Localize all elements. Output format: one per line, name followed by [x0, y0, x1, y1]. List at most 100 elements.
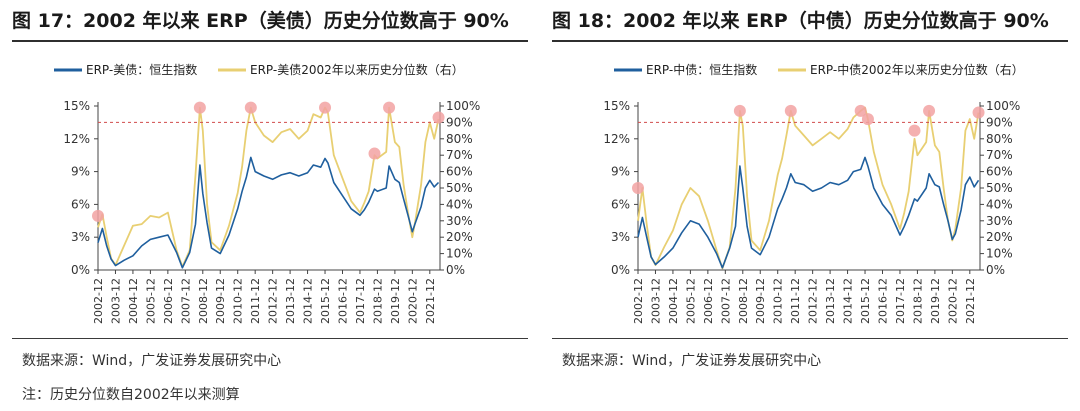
legend-label: ERP-中债：恒生指数 — [646, 62, 757, 77]
y-tick-label-left: 12% — [603, 132, 630, 146]
high-percentile-marker — [319, 101, 332, 114]
footnote: 注：历史分位数自2002年以来测算 — [22, 387, 240, 403]
high-percentile-marker — [432, 111, 445, 124]
chart-panel-fig18: 图 18：2002 年以来 ERP（中债）历史分位数高于 90% ERP-中债：… — [552, 0, 1072, 360]
y-tick-label-left: 6% — [611, 197, 630, 211]
x-tick-label: 2003-12 — [109, 278, 122, 324]
x-tick-label: 2013-12 — [824, 278, 837, 324]
y-tick-label-right: 90% — [446, 115, 473, 129]
x-tick-label: 2007-12 — [719, 278, 732, 324]
x-tick-label: 2003-12 — [649, 278, 662, 324]
y-tick-label-right: 20% — [446, 230, 473, 244]
high-percentile-marker — [92, 209, 104, 222]
x-tick-label: 2021-12 — [964, 278, 977, 324]
y-tick-label-right: 80% — [986, 132, 1013, 146]
source-note: 数据来源：Wind，广发证券发展研究中心 — [22, 353, 282, 369]
x-tick-label: 2005-12 — [144, 278, 157, 324]
high-percentile-marker — [383, 101, 396, 114]
percentile-series-line — [637, 106, 980, 270]
chart-title: 图 17：2002 年以来 ERP（美债）历史分位数高于 90% — [12, 10, 509, 32]
x-tick-label: 2011-12 — [249, 278, 262, 324]
y-tick-label-left: 12% — [63, 132, 90, 146]
x-tick-label: 2014-12 — [302, 278, 315, 324]
high-percentile-marker — [908, 124, 921, 137]
x-tick-label: 2004-12 — [667, 278, 680, 324]
legend-label: ERP-美债2002年以来历史分位数（右） — [250, 62, 464, 77]
y-tick-label-right: 100% — [446, 99, 480, 113]
x-tick-label: 2015-12 — [319, 278, 332, 324]
x-tick-label: 2008-12 — [197, 278, 210, 324]
y-tick-label-right: 0% — [446, 263, 465, 277]
x-tick-label: 2007-12 — [179, 278, 192, 324]
legend-label: ERP-中债2002年以来历史分位数（右） — [810, 62, 1024, 77]
bottom-divider — [552, 338, 1068, 339]
x-tick-label: 2012-12 — [807, 278, 820, 324]
legend: ERP-中债：恒生指数 ERP-中债2002年以来历史分位数（右） — [614, 62, 1024, 77]
high-percentile-marker — [632, 182, 644, 194]
x-tick-label: 2006-12 — [702, 278, 715, 324]
high-percentile-marker — [861, 113, 874, 126]
legend-label: ERP-美债：恒生指数 — [86, 62, 197, 77]
chart-fig17: ERP-美债：恒生指数 ERP-美债2002年以来历史分位数（右） 0% 3% 6% 9%… — [54, 62, 480, 324]
x-tick-label: 2020-12 — [406, 278, 419, 324]
x-tick-label: 2009-12 — [754, 278, 767, 324]
title-divider — [552, 40, 1068, 42]
x-tick-label: 2014-12 — [842, 278, 855, 324]
y-tick-label-left: 15% — [63, 99, 90, 113]
y-tick-label-left: 0% — [611, 263, 630, 277]
x-tick-label: 2002-12 — [632, 278, 645, 324]
y-tick-label-right: 100% — [986, 99, 1020, 113]
x-tick-label: 2005-12 — [684, 278, 697, 324]
x-tick-label: 2004-12 — [127, 278, 140, 324]
erp-series-line — [97, 156, 440, 269]
x-tick-label: 2016-12 — [336, 278, 349, 324]
y-tick-label-right: 60% — [986, 165, 1013, 179]
legend: ERP-美债：恒生指数 ERP-美债2002年以来历史分位数（右） — [54, 62, 464, 77]
x-tick-label: 2020-12 — [946, 278, 959, 324]
y-tick-label-left: 3% — [71, 230, 90, 244]
y-tick-label-right: 70% — [446, 148, 473, 162]
title-divider — [12, 40, 528, 42]
x-tick-label: 2018-12 — [911, 278, 924, 324]
high-percentile-marker — [733, 104, 746, 117]
chart-title: 图 18：2002 年以来 ERP（中债）历史分位数高于 90% — [552, 10, 1049, 32]
percentile-series-line — [97, 106, 440, 268]
y-tick-label-right: 80% — [446, 132, 473, 146]
x-tick-label: 2013-12 — [284, 278, 297, 324]
high-percentile-marker — [923, 104, 936, 117]
y-tick-label-right: 70% — [986, 148, 1013, 162]
y-tick-label-right: 20% — [986, 230, 1013, 244]
y-tick-label-right: 60% — [446, 165, 473, 179]
x-tick-label: 2002-12 — [92, 278, 105, 324]
x-tick-label: 2011-12 — [789, 278, 802, 324]
x-tick-label: 2010-12 — [232, 278, 245, 324]
x-tick-label: 2009-12 — [214, 278, 227, 324]
chart-fig18: ERP-中债：恒生指数 ERP-中债2002年以来历史分位数（右） 0% 3% 6% 9%… — [603, 62, 1024, 324]
y-tick-label-right: 10% — [446, 247, 473, 261]
y-tick-label-right: 30% — [986, 214, 1013, 228]
y-tick-label-right: 0% — [986, 263, 1005, 277]
chart-panel-fig17: 图 17：2002 年以来 ERP（美债）历史分位数高于 90% ERP-美债：… — [12, 0, 532, 360]
y-tick-label-left: 9% — [611, 165, 630, 179]
x-tick-label: 2010-12 — [772, 278, 785, 324]
y-tick-label-right: 50% — [986, 181, 1013, 195]
y-tick-label-left: 9% — [71, 165, 90, 179]
high-percentile-marker — [368, 147, 381, 160]
x-tick-label: 2021-12 — [424, 278, 437, 324]
high-percentile-marker — [854, 104, 867, 117]
y-tick-label-right: 30% — [446, 214, 473, 228]
y-tick-label-right: 50% — [446, 181, 473, 195]
high-percentile-marker — [244, 101, 257, 114]
x-tick-label: 2018-12 — [371, 278, 384, 324]
x-tick-label: 2015-12 — [859, 278, 872, 324]
high-percentile-marker — [784, 104, 797, 117]
high-percentile-marker — [193, 101, 206, 114]
x-tick-label: 2017-12 — [354, 278, 367, 324]
y-tick-label-right: 40% — [986, 197, 1013, 211]
erp-series-line — [637, 156, 980, 269]
x-tick-label: 2008-12 — [737, 278, 750, 324]
y-tick-label-right: 10% — [986, 247, 1013, 261]
x-tick-label: 2019-12 — [929, 278, 942, 324]
y-tick-label-left: 0% — [71, 263, 90, 277]
y-tick-label-left: 6% — [71, 197, 90, 211]
